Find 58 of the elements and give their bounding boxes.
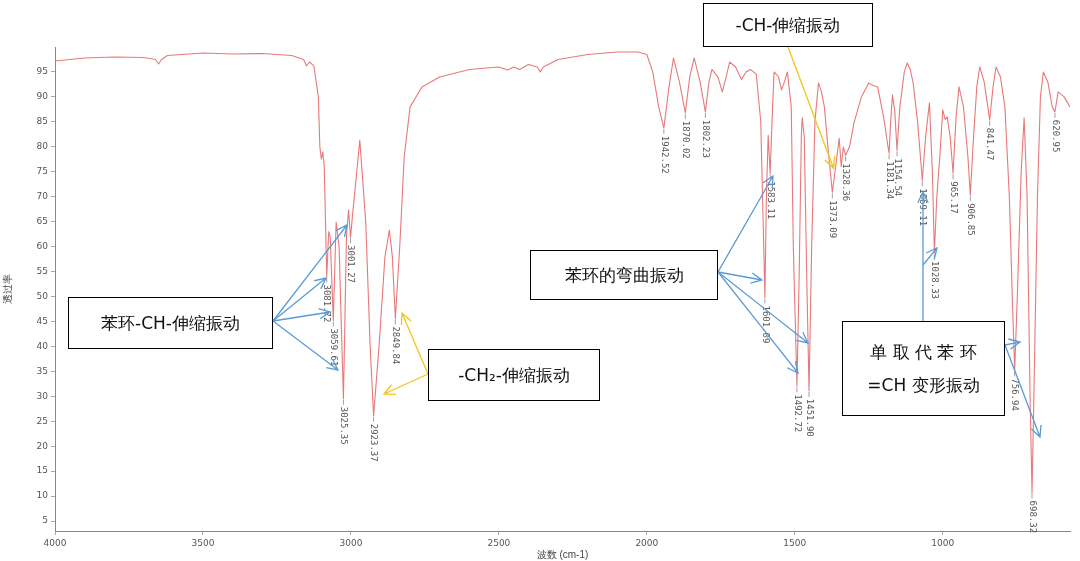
y-tick-label: 45 [36,315,48,326]
x-axis-title: 波数 (cm-1) [536,548,589,560]
y-tick-label: 5 [42,515,48,526]
annotation: 2849.84 [391,326,402,365]
x-tick-label: 3500 [191,537,215,548]
annotation: 1451.90 [804,398,815,437]
y-tick-label: 30 [36,390,49,401]
y-tick-label: 40 [36,340,49,351]
y-tick-label: 55 [36,265,48,276]
annotation: 620.95 [1050,119,1061,153]
annotation: 965.17 [948,181,959,214]
y-tick-label: 95 [36,66,48,77]
annotation: 1181.34 [884,161,895,200]
annotation: 1870.02 [680,120,691,159]
annotation: 3025.35 [339,406,350,445]
x-tick-label: 3000 [339,537,363,548]
annotation: 1328.36 [841,163,852,202]
y-tick-label: 70 [36,191,49,202]
annotation: 3001.27 [346,245,357,284]
y-axis-title: 透过率 [1,274,13,304]
x-tick-label: 1000 [931,537,955,548]
annotation: 1069.11 [917,188,928,227]
y-tick-label: 75 [36,166,48,177]
annotation: 3081.72 [322,284,333,323]
annotation: 756.94 [1010,378,1021,411]
annotation: 1492.72 [792,394,803,433]
y-tick-label: 85 [36,116,48,127]
y-tick-label: 15 [36,465,48,476]
annotation: 2923.37 [369,423,380,462]
y-tick-label: 60 [36,240,49,251]
annotation: 1373.09 [828,200,839,239]
annotation: 1154.54 [892,158,903,197]
callout-box: 单 取 代 苯 环 =CH 变形振动 [842,321,1005,416]
y-tick-label: 20 [36,440,49,451]
y-tick-label: 35 [36,365,48,376]
callout-box: -CH₂-伸缩振动 [428,349,600,401]
annotation: 841.47 [985,127,996,161]
annotation: 698.32 [1027,500,1038,534]
annotation: 1583.11 [765,181,776,220]
x-tick-label: 1500 [783,537,807,548]
x-tick-label: 4000 [43,537,67,548]
annotation: 3059.61 [328,328,339,367]
y-tick-label: 10 [36,490,49,501]
y-tick-label: 80 [36,141,49,152]
y-tick-label: 25 [36,415,48,426]
callout-box: -CH-伸缩振动 [703,3,873,47]
callout-box: 苯环-CH-伸缩振动 [68,297,273,349]
x-tick-label: 2000 [635,537,659,548]
annotation: 1601.09 [760,305,771,344]
y-tick-label: 65 [36,215,48,226]
y-tick-label: 90 [36,91,49,102]
y-tick-label: 50 [36,290,49,301]
annotation: 1028.33 [930,261,941,300]
annotation: 906.85 [965,203,976,236]
annotation: 1942.52 [659,135,670,174]
annotation: 1802.23 [701,119,712,158]
x-tick-label: 2500 [487,537,511,548]
callout-box: 苯环的弯曲振动 [530,250,718,300]
